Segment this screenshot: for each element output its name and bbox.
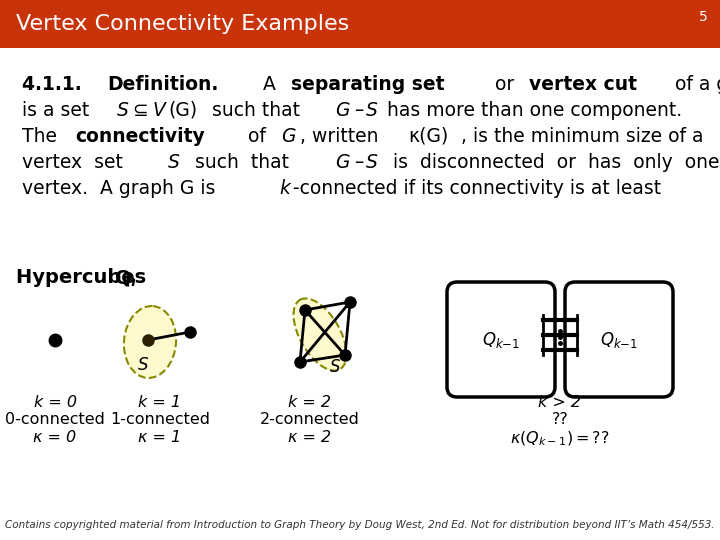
Text: 5: 5 [699,10,708,24]
Text: vertex cut: vertex cut [529,75,637,94]
Text: k: k [279,179,290,198]
Text: is  disconnected  or  has  only  one: is disconnected or has only one [381,153,720,172]
Text: V: V [152,101,165,120]
Text: κ(G): κ(G) [409,127,449,146]
Text: of a graph: of a graph [669,75,720,94]
Ellipse shape [124,306,176,378]
Text: κ = 0: κ = 0 [33,430,76,445]
Text: S: S [117,101,128,120]
Text: –: – [354,101,364,120]
Text: κ = 2: κ = 2 [289,430,332,445]
Text: of: of [243,127,272,146]
Text: 0-connected: 0-connected [5,412,105,427]
Text: , written: , written [300,127,384,146]
Text: Q: Q [115,268,132,287]
Text: S: S [168,153,179,172]
Text: vertex  set: vertex set [22,153,135,172]
Text: –: – [354,153,363,172]
Text: (G): (G) [168,101,198,120]
Text: The: The [22,127,63,146]
FancyBboxPatch shape [565,282,673,397]
Text: Vertex Connectivity Examples: Vertex Connectivity Examples [16,14,349,34]
Text: S: S [138,356,148,374]
Text: $Q_{k\mathsf{-}1}$: $Q_{k\mathsf{-}1}$ [600,329,638,349]
Text: k = 2: k = 2 [289,395,331,410]
Text: S: S [366,101,378,120]
Ellipse shape [294,299,346,370]
Text: has more than one component.: has more than one component. [382,101,683,120]
Text: k = 1: k = 1 [138,395,181,410]
Text: G: G [336,101,350,120]
Text: ??: ?? [552,412,568,427]
Text: 2-connected: 2-connected [260,412,360,427]
Text: is a set: is a set [22,101,95,120]
Text: k = 0: k = 0 [34,395,76,410]
Text: separating set: separating set [291,75,444,94]
Text: ⊆: ⊆ [132,101,148,120]
Text: $Q_{k\mathsf{-}1}$: $Q_{k\mathsf{-}1}$ [482,329,520,349]
Text: vertex.  A graph G is: vertex. A graph G is [22,179,221,198]
Bar [0,0,720,48]
Text: S: S [366,153,378,172]
Text: G: G [281,127,295,146]
Text: connectivity: connectivity [75,127,204,146]
Text: Definition.: Definition. [107,75,219,94]
Text: , is the minimum size of a: , is the minimum size of a [461,127,703,146]
Text: -connected if its connectivity is at least: -connected if its connectivity is at lea… [293,179,667,198]
Text: or: or [489,75,521,94]
Text: G: G [336,153,350,172]
Text: such  that: such that [183,153,301,172]
Text: k > 2: k > 2 [539,395,582,410]
Text: 1-connected: 1-connected [110,412,210,427]
Text: $\kappa(Q_{k-1}) = ??$: $\kappa(Q_{k-1}) = ??$ [510,430,610,448]
Text: Hypercubes: Hypercubes [16,268,153,287]
Text: Contains copyrighted material from Introduction to Graph Theory by Doug West, 2n: Contains copyrighted material from Intro… [5,520,715,530]
Text: n: n [126,275,136,289]
Text: A: A [251,75,282,94]
Text: 4.1.1.: 4.1.1. [22,75,89,94]
Text: S: S [330,358,341,376]
Text: κ = 1: κ = 1 [138,430,181,445]
FancyBboxPatch shape [447,282,555,397]
Text: such that: such that [207,101,306,120]
